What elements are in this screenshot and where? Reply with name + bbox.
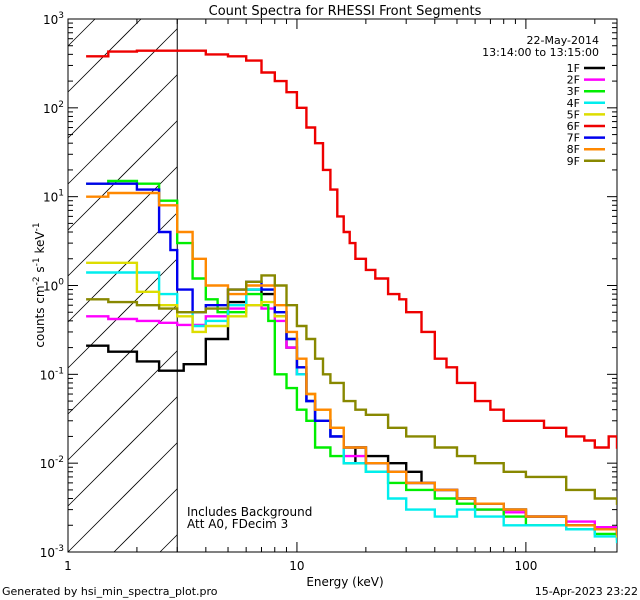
hatch-line [67, 442, 178, 553]
hatch-line [67, 304, 178, 415]
legend-label: 3F [567, 85, 580, 98]
legend-label: 7F [567, 132, 580, 145]
x-tick-label: 1 [64, 559, 72, 573]
date-label: 22-May-2014 [527, 34, 599, 47]
series-3F-line [86, 179, 617, 541]
hatch-line [67, 120, 178, 231]
annotation-background: Includes Background [187, 505, 312, 519]
hatch-line [67, 350, 178, 461]
hatched-region [67, 18, 178, 553]
series-6F-line [86, 49, 617, 449]
legend-label: 1F [567, 62, 580, 75]
time-range-label: 13:14:00 to 13:15:00 [482, 46, 599, 59]
legend-label: 6F [567, 120, 580, 133]
y-axis-label: counts cm-2 s-1 keV-1 [32, 222, 47, 347]
legend-label: 2F [567, 74, 580, 87]
chart-title: Count Spectra for RHESSI Front Segments [209, 4, 482, 19]
series-7F-line [86, 182, 617, 536]
y-tick-label: 103 [43, 11, 64, 27]
x-tick-label: 10 [289, 559, 304, 573]
legend-label: 4F [567, 97, 580, 110]
hatch-line [67, 74, 178, 185]
x-axis-label: Energy (keV) [306, 575, 383, 589]
series-9F-line [86, 274, 617, 505]
hatch-line [67, 28, 178, 139]
legend-label: 9F [567, 155, 580, 168]
hatch-line [67, 396, 178, 507]
hatch-line [113, 488, 178, 553]
legend-label: 5F [567, 108, 580, 121]
y-tick-label: 10-3 [40, 544, 64, 560]
hatch-line [159, 534, 178, 553]
x-tick-labels: 1 10 100 [64, 559, 537, 573]
y-tick-label: 100 [43, 278, 64, 294]
y-tick-label: 10-2 [40, 455, 64, 471]
y-tick-labels: 10-3 10-2 10-1 100 101 102 103 [40, 11, 65, 560]
timestamp-label: 15-Apr-2023 23:22 [535, 585, 638, 598]
x-tick-label: 100 [514, 559, 537, 573]
y-tick-label: 10-1 [40, 366, 64, 382]
series-5F-line [86, 261, 617, 538]
axis-ticks [67, 18, 617, 553]
generated-by-label: Generated by hsi_min_spectra_plot.pro [2, 585, 218, 598]
y-tick-label: 102 [43, 100, 64, 116]
series-lines [86, 49, 617, 544]
series-8F-line [86, 191, 617, 536]
hatch-line [67, 18, 96, 47]
legend-label: 8F [567, 143, 580, 156]
y-tick-label: 101 [43, 189, 64, 205]
annotation-attenuator: Att A0, FDecim 3 [187, 517, 288, 531]
